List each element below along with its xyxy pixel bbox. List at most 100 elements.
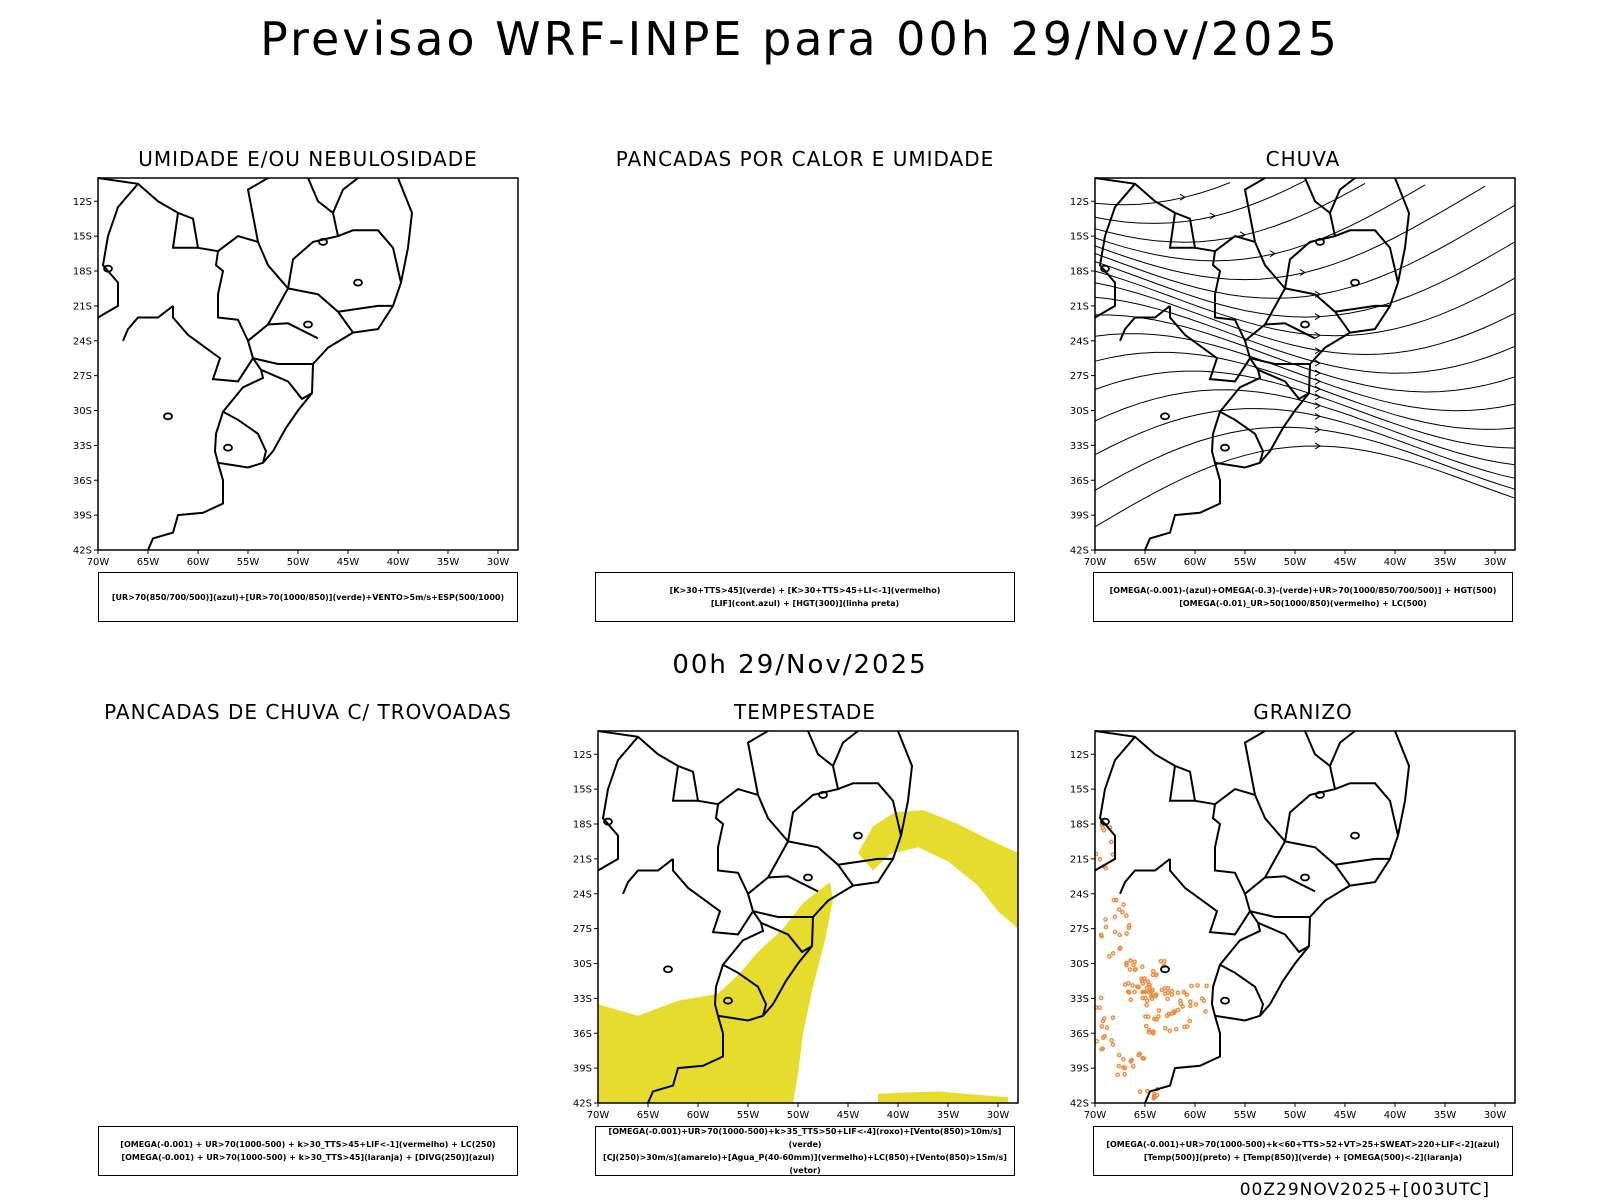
lon-tick-label: 70W bbox=[1084, 557, 1107, 568]
caption-granizo: [OMEGA(-0.001)+UR>70(1000-500)+k<60+TTS>… bbox=[1093, 1126, 1513, 1176]
hail-point bbox=[1121, 1056, 1126, 1062]
hail-point bbox=[1127, 967, 1133, 972]
streamline-arrow bbox=[1314, 290, 1321, 298]
state-border bbox=[832, 730, 859, 767]
lon-tick-label: 35W bbox=[937, 1110, 960, 1121]
hail-point bbox=[1184, 992, 1190, 998]
state-border bbox=[171, 212, 198, 249]
lat-tick-label: 24S bbox=[73, 336, 92, 347]
lon-tick-label: 55W bbox=[1234, 1110, 1257, 1121]
hail-point bbox=[1167, 1028, 1172, 1034]
hail-point bbox=[1122, 1071, 1127, 1077]
hail-point bbox=[1162, 958, 1167, 964]
streamline-arrow bbox=[1314, 377, 1321, 385]
streamline bbox=[1094, 282, 1516, 356]
lat-tick-label: 42S bbox=[573, 1099, 592, 1110]
lat-tick-label: 12S bbox=[1070, 750, 1089, 761]
storm-area-ocean bbox=[858, 810, 1018, 929]
hail-point bbox=[1103, 924, 1109, 930]
lake-outline bbox=[103, 264, 113, 273]
hail-point bbox=[1141, 989, 1146, 995]
state-border bbox=[1094, 730, 1252, 936]
lake-outline bbox=[1315, 791, 1325, 799]
hail-point bbox=[1110, 1042, 1116, 1047]
caption-line: [K>30+TTS>45](verde) + [K>30+TTS>45+LI<-… bbox=[669, 586, 941, 595]
lat-tick-label: 21S bbox=[1070, 854, 1089, 865]
hail-point bbox=[1098, 995, 1104, 1001]
caption-line: [UR>70(850/700/500)](azul)+[UR>70(1000/8… bbox=[111, 592, 505, 602]
lat-tick-label: 18S bbox=[1070, 267, 1089, 278]
lon-tick-label: 70W bbox=[1084, 1110, 1107, 1121]
hail-point bbox=[1128, 958, 1133, 963]
lat-tick-label: 36S bbox=[1070, 1029, 1089, 1040]
page-title: Previsao WRF-INPE para 00h 29/Nov/2025 bbox=[260, 12, 1340, 66]
panel-title-trovoadas: PANCADAS DE CHUVA C/ TROVOADAS bbox=[104, 700, 512, 724]
streamline bbox=[1094, 296, 1516, 374]
streamline bbox=[1094, 370, 1516, 449]
lake-outline bbox=[223, 443, 233, 452]
streamline-arrow bbox=[1314, 359, 1321, 367]
hail-point bbox=[1175, 1007, 1181, 1013]
hail-point bbox=[1097, 856, 1103, 862]
hail-point bbox=[1132, 967, 1138, 973]
state-border bbox=[1257, 921, 1310, 954]
hail-point bbox=[1116, 1063, 1122, 1069]
lat-tick-label: 33S bbox=[73, 441, 92, 452]
state-border bbox=[252, 357, 313, 365]
lon-tick-label: 65W bbox=[137, 557, 160, 568]
lake-outline bbox=[163, 412, 173, 421]
hail-point bbox=[1147, 982, 1152, 988]
state-border bbox=[1210, 964, 1221, 1017]
lon-tick-label: 55W bbox=[737, 1110, 760, 1121]
hail-point bbox=[1162, 1025, 1168, 1031]
state-border bbox=[837, 782, 902, 836]
hail-point bbox=[1134, 984, 1140, 990]
hail-point bbox=[1152, 1016, 1157, 1022]
lake-outline bbox=[1300, 873, 1310, 882]
hail-point bbox=[1128, 997, 1134, 1003]
hail-point bbox=[1145, 979, 1150, 984]
state-border bbox=[337, 229, 402, 283]
lon-tick-label: 60W bbox=[1184, 1110, 1207, 1121]
lake-outline bbox=[853, 831, 863, 840]
state-border bbox=[760, 921, 813, 954]
lat-tick-label: 27S bbox=[73, 371, 92, 382]
lon-tick-label: 40W bbox=[887, 1110, 910, 1121]
state-border bbox=[247, 322, 319, 342]
hail-point bbox=[1143, 1023, 1149, 1029]
state-border bbox=[1329, 730, 1356, 767]
hail-point bbox=[1182, 1024, 1187, 1030]
state-border bbox=[1214, 788, 1287, 878]
lat-tick-label: 36S bbox=[73, 476, 92, 487]
state-border bbox=[837, 857, 893, 866]
caption-line: [OMEGA(-0.001)+UR>70(1000-500)+k>35_TTS>… bbox=[608, 1127, 1002, 1149]
hail-point bbox=[1154, 1017, 1159, 1022]
hail-point bbox=[1111, 897, 1117, 903]
lake-outline bbox=[303, 320, 313, 329]
hail-point bbox=[1130, 983, 1135, 988]
state-border bbox=[713, 964, 724, 1017]
streamline-arrow bbox=[1314, 442, 1321, 450]
caption-line: [OMEGA(-0.001) + UR>70(1000-500) + k>30_… bbox=[121, 1153, 495, 1162]
state-border bbox=[597, 730, 755, 936]
lon-tick-label: 40W bbox=[1384, 1110, 1407, 1121]
caption-tempestade: [OMEGA(-0.001)+UR>70(1000-500)+k>35_TTS>… bbox=[595, 1126, 1015, 1176]
lon-tick-label: 45W bbox=[1334, 1110, 1357, 1121]
state-border bbox=[246, 177, 269, 243]
hail-point bbox=[1150, 968, 1156, 974]
hail-point bbox=[1117, 932, 1122, 938]
hail-point bbox=[1112, 929, 1118, 935]
lake-outline bbox=[803, 873, 813, 882]
state-border bbox=[287, 177, 340, 289]
hail-point bbox=[1154, 992, 1159, 997]
hail-point bbox=[1140, 981, 1146, 986]
caption-line: [OMEGA(-0.001)+UR>70(1000-500)+k<60+TTS>… bbox=[1106, 1140, 1500, 1149]
hail-point bbox=[1109, 839, 1114, 845]
caption-line: [LIF](cont.azul) + [HGT(300)](linha pret… bbox=[710, 599, 900, 608]
hail-point bbox=[1145, 1088, 1150, 1094]
hail-point bbox=[1150, 1030, 1156, 1036]
hail-point bbox=[1099, 1024, 1105, 1029]
coastline bbox=[1144, 177, 1411, 551]
lake-outline bbox=[1100, 264, 1110, 273]
lat-tick-label: 12S bbox=[1070, 197, 1089, 208]
